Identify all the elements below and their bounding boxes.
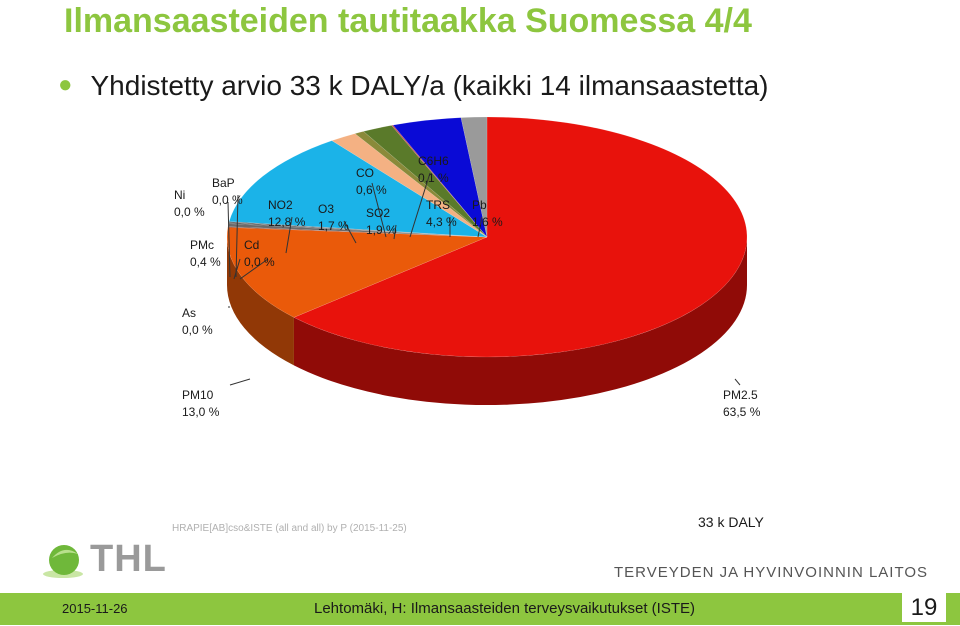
pie-label-name-o3: O3 <box>318 202 334 216</box>
pie-label-name-pm10: PM10 <box>182 388 214 402</box>
pie-label-value-pm2.5: 63,5 % <box>723 405 761 419</box>
page-number: 19 <box>902 590 946 622</box>
pie-label-value-so2: 1,9 % <box>366 223 397 237</box>
pie-label-name-pm2.5: PM2.5 <box>723 388 758 402</box>
pie-label-value-pmc: 0,4 % <box>190 255 221 269</box>
pie-label-value-pm10: 13,0 % <box>182 405 220 419</box>
pie-label-value-as: 0,0 % <box>182 323 213 337</box>
pie-label-value-cd: 0,0 % <box>244 255 275 269</box>
pie-label-value-bap: 0,0 % <box>212 193 243 207</box>
footer-date: 2015-11-26 <box>62 601 128 616</box>
footer-bar: 2015-11-26 Lehtomäki, H: Ilmansaasteiden… <box>0 590 960 625</box>
pie-leader-bap <box>235 194 239 278</box>
bullet-text: Yhdistetty arvio 33 k DALY/a (kaikki 14 … <box>90 70 769 101</box>
pie-label-name-co: CO <box>356 166 374 180</box>
pie-leader-cd <box>239 258 269 280</box>
pie-leader-ni <box>227 201 231 278</box>
chart-source-note: HRAPIE[AB]cso&ISTE (all and all) by P (2… <box>172 523 407 534</box>
pie-label-value-c6h6: 0,1 % <box>418 171 449 185</box>
pie-label-name-cd: Cd <box>244 238 259 252</box>
pie-leader-pm10 <box>229 378 251 386</box>
pie-leader-no2 <box>285 216 293 254</box>
pie-side-pm10 <box>227 237 294 366</box>
pie-side-pm2.5 <box>293 237 747 406</box>
pie-label-value-pb: 1,6 % <box>472 215 503 229</box>
pie-label-name-as: As <box>182 306 196 320</box>
pie-label-value-trs: 4,3 % <box>426 215 457 229</box>
pie-leader-co <box>371 182 387 238</box>
pie-slice-co <box>354 131 488 238</box>
bullet-item: ● Yhdistetty arvio 33 k DALY/a (kaikki 14… <box>58 70 769 102</box>
pie-leader-c6h6 <box>409 172 431 238</box>
pie-label-name-ni: Ni <box>174 188 185 202</box>
pie-label-name-trs: TRS <box>426 198 450 212</box>
pie-leader-so2 <box>393 224 397 240</box>
pie-leader-pm2.5 <box>734 378 741 386</box>
pie-chart-svg: PM2.5 63,5 % PM10 13,0 % As 0,0 % PMc 0,4 % Ni 0,… <box>172 117 761 534</box>
pie-slice-pm2.5 <box>293 117 748 358</box>
pie-slice-o3 <box>331 133 488 238</box>
pie-leader-o3 <box>343 220 357 244</box>
pie-leader-pmc <box>233 258 241 280</box>
pie-chart: PM2.5 63,5 % PM10 13,0 % As 0,0 % PMc 0,4 % Ni 0,… <box>160 117 789 557</box>
pie-label-value-ni: 0,0 % <box>174 205 205 219</box>
thl-logo-text: THL <box>90 538 167 580</box>
total-daly-label: 33 k DALY <box>698 514 764 530</box>
pie-slice-c6h6 <box>391 124 488 238</box>
pie-slice-pb <box>460 117 488 238</box>
pie-label-name-pb: Pb <box>472 198 487 212</box>
pie-slice-pm10 <box>226 227 488 318</box>
pie-label-value-o3: 1,7 % <box>318 219 349 233</box>
pie-leader-pb <box>477 216 483 238</box>
pie-label-value-co: 0,6 % <box>356 183 387 197</box>
pie-label-name-c6h6: C6H6 <box>418 154 449 168</box>
institute-name: TERVEYDEN JA HYVINVOINNIN LAITOS <box>614 564 929 581</box>
pie-label-value-no2: 12,8 % <box>268 215 306 229</box>
pie-label-name-bap: BaP <box>212 176 235 190</box>
slide-title: Ilmansaasteiden tautitaakka Suomessa 4/4 <box>64 2 752 40</box>
pie-slice-no2 <box>228 140 488 238</box>
pie-slice-trs <box>392 117 488 238</box>
pie-slice-as <box>227 226 488 238</box>
pie-label-name-so2: SO2 <box>366 206 390 220</box>
pie-slice-so2 <box>362 125 488 238</box>
thl-logo-icon <box>43 545 83 578</box>
pie-label-name-no2: NO2 <box>268 198 293 212</box>
pie-label-name-pmc: PMc <box>190 238 214 252</box>
bullet-icon: ● <box>58 71 73 98</box>
footer-text: Lehtomäki, H: Ilmansaasteiden terveysvai… <box>314 600 695 617</box>
